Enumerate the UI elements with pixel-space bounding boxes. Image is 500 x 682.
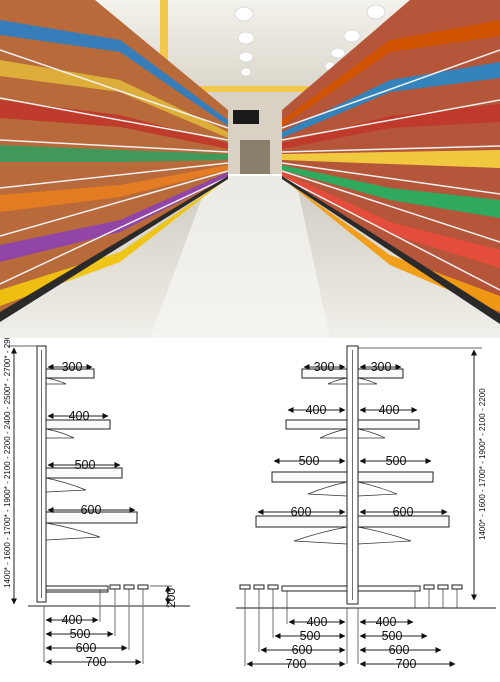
double-height-options: 1400* - 1600 - 1700* - 1900* - 2100 - 22… (478, 388, 487, 540)
left-shelf-products (0, 20, 228, 306)
svg-text:400: 400 (379, 403, 400, 417)
svg-text:400: 400 (62, 613, 83, 627)
single-shelf-300: 300 (45, 360, 95, 385)
double-right-shelf-300: 300 (357, 360, 404, 385)
svg-text:600: 600 (292, 643, 313, 657)
svg-text:300: 300 (371, 360, 392, 374)
single-base: 200 (28, 584, 190, 608)
single-shelf-500: 500 (45, 458, 123, 493)
svg-text:500: 500 (70, 627, 91, 641)
ceiling-beam (160, 0, 168, 70)
double-left-shelf-600: 600 (255, 505, 348, 545)
svg-text:400: 400 (69, 409, 90, 423)
single-base-height: 200 (164, 588, 178, 608)
double-left-shelf-500: 500 (271, 454, 348, 497)
svg-text:300: 300 (62, 360, 83, 374)
double-right-base-depths: 400 500 600 700 (357, 608, 456, 671)
svg-text:700: 700 (86, 655, 107, 669)
single-sided-unit: 1400* - 1600 - 1700* - 1900* - 2100 - 22… (3, 338, 190, 669)
double-right-shelf-400: 400 (357, 403, 420, 439)
double-left-shelf-300: 300 (301, 360, 348, 385)
double-right-shelf-600: 600 (357, 505, 450, 545)
svg-text:500: 500 (382, 629, 403, 643)
svg-text:600: 600 (291, 505, 312, 519)
double-sided-unit: 1400* - 1600 - 1700* - 1900* - 2100 - 22… (236, 345, 496, 671)
svg-text:600: 600 (76, 641, 97, 655)
svg-text:400: 400 (307, 615, 328, 629)
svg-text:400: 400 (306, 403, 327, 417)
double-left-base-depths: 400 500 600 700 (244, 608, 348, 671)
svg-text:500: 500 (299, 454, 320, 468)
svg-text:600: 600 (389, 643, 410, 657)
double-base (236, 584, 496, 609)
right-shelf-products (282, 20, 500, 312)
double-left-shelf-400: 400 (285, 403, 348, 439)
single-height-options: 1400* - 1600 - 1700* - 1900* - 2100 - 22… (3, 338, 12, 588)
svg-text:500: 500 (300, 629, 321, 643)
svg-text:400: 400 (376, 615, 397, 629)
svg-text:600: 600 (393, 505, 414, 519)
ceiling-lights (107, 4, 386, 77)
single-shelf-400: 400 (45, 409, 111, 439)
supermarket-aisle-photo (0, 0, 500, 338)
svg-text:700: 700 (286, 657, 307, 671)
svg-text:700: 700 (396, 657, 417, 671)
shelving-dimension-diagram: 1400* - 1600 - 1700* - 1900* - 2100 - 22… (0, 338, 500, 682)
ceiling (95, 0, 410, 100)
double-right-shelf-500: 500 (357, 454, 434, 497)
single-shelf-600: 600 (45, 503, 138, 541)
svg-text:300: 300 (314, 360, 335, 374)
single-base-depths: 400 500 600 700 (43, 606, 144, 669)
svg-text:500: 500 (386, 454, 407, 468)
svg-text:600: 600 (81, 503, 102, 517)
svg-text:500: 500 (75, 458, 96, 472)
